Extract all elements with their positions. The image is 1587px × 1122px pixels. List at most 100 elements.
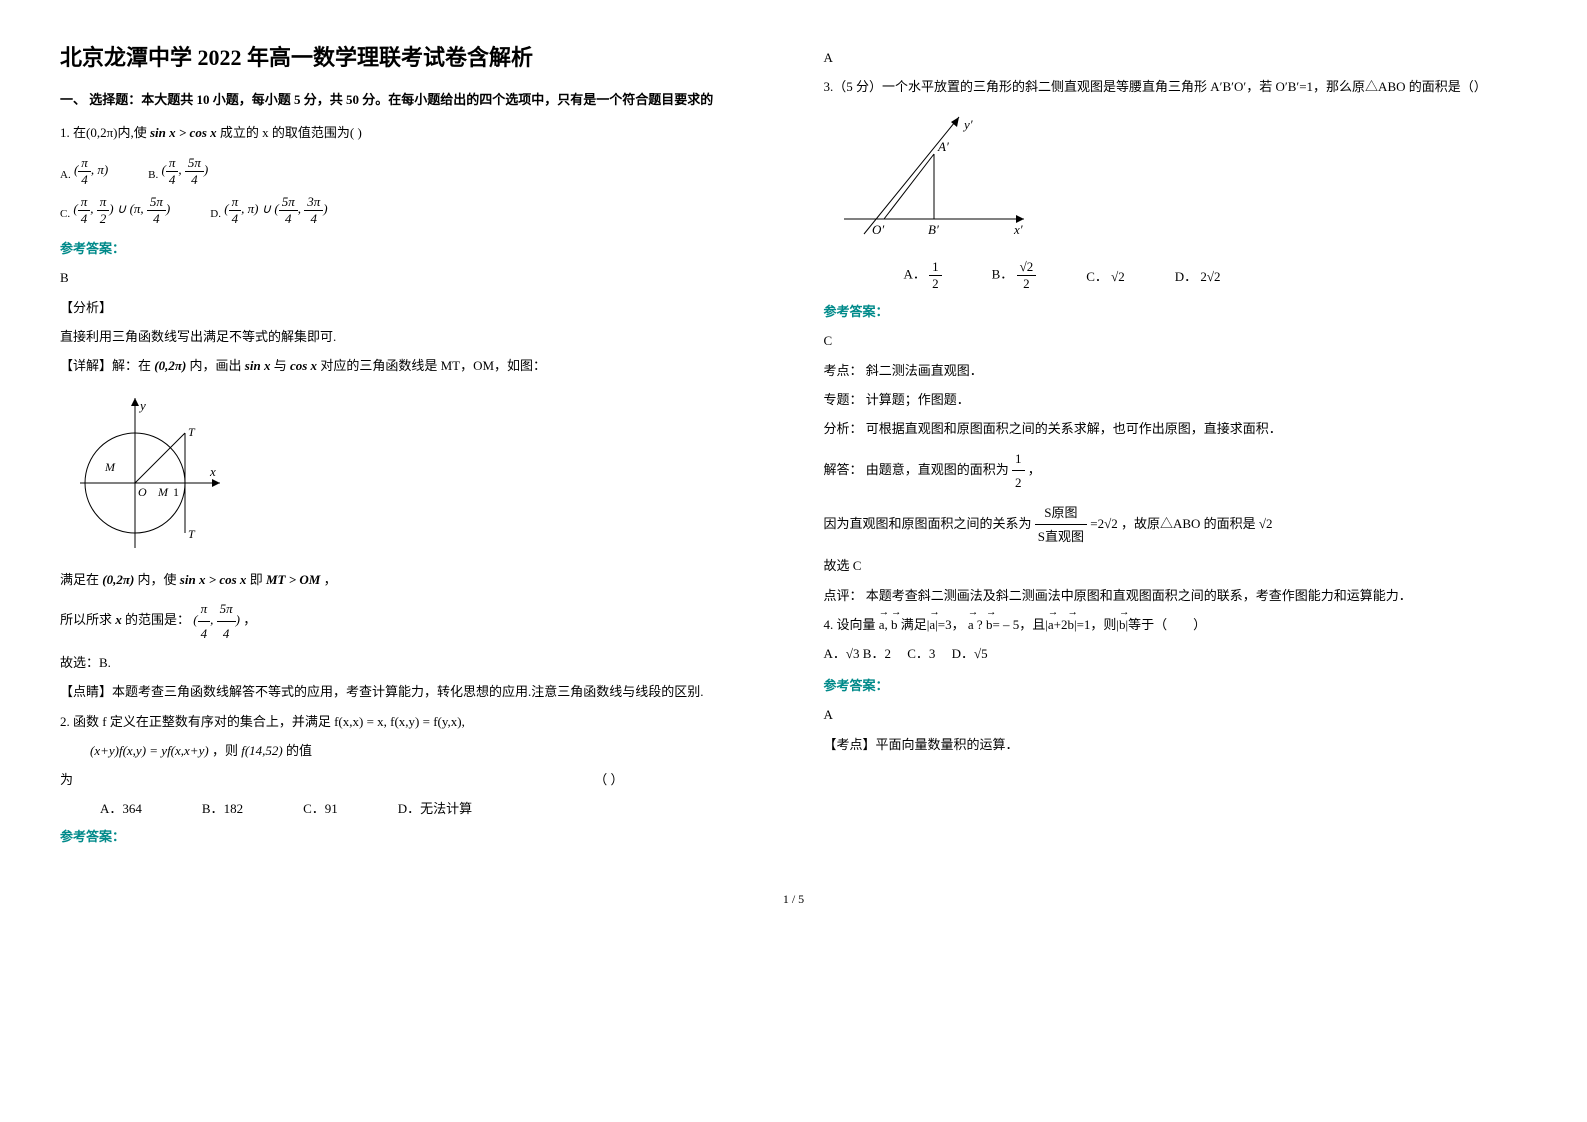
q1-optD: D. (π4, π) ∪ (5π4, 3π4) xyxy=(210,194,327,227)
t: 所以所求 xyxy=(60,612,112,627)
t: √2 xyxy=(1111,269,1125,284)
t: 2. 函数 f 定义在正整数有序对的集合上，并满足 f(x,x) = x, f(… xyxy=(60,714,465,729)
t: 【考点】 xyxy=(824,737,876,752)
t: B． xyxy=(992,266,1014,281)
t: MT > OM xyxy=(266,572,320,587)
t: 分析： xyxy=(824,421,863,436)
t: 点评： xyxy=(824,588,863,603)
q4-kaodian: 【考点】平面向量数量积的运算． xyxy=(824,733,1528,756)
t: sin x > cos x xyxy=(180,572,247,587)
q3-optA: A． 12 xyxy=(904,259,942,292)
svg-text:T: T xyxy=(188,527,196,541)
q1-comment: 【点睛】本题考查三角函数线解答不等式的应用，考查计算能力，转化思想的应用.注意三… xyxy=(60,680,764,703)
q4-answer: A xyxy=(824,703,1528,726)
q1-optA: A. (π4, π) xyxy=(60,155,108,188)
q1-optC: C. (π4, π2) ∪ (π, 5π4) xyxy=(60,194,170,227)
right-column: A 3.（5 分）一个水平放置的三角形的斜二侧直观图是等腰直角三角形 A′B′O… xyxy=(824,40,1528,852)
t: |=1，则| xyxy=(1074,617,1119,632)
t: √3 xyxy=(846,646,860,661)
q3-jieda: 解答： 由题意，直观图的面积为 12 ， xyxy=(824,447,1528,495)
svg-text:A′: A′ xyxy=(937,139,949,154)
q3-because: 因为直观图和原图面积之间的关系为 S原图S直观图 =2√2 ，故原△ABO 的面… xyxy=(824,501,1528,549)
t: f(14,52) xyxy=(241,743,283,758)
t: 对应的三角函数线是 MT，OM，如图： xyxy=(320,358,546,373)
q1-detail: 【详解】解：在 (0,2π) 内，画出 sin x 与 cos x 对应的三角函… xyxy=(60,354,764,377)
t: 本题考查斜二测画法及斜二测画法中原图和直观图面积之间的联系，考查作图能力和运算能… xyxy=(866,588,1412,603)
q1-analysis: 直接利用三角函数线写出满足不等式的解集即可. xyxy=(60,325,764,348)
detail-label: 【详解】解：在 xyxy=(60,358,151,373)
t: 2 xyxy=(884,646,891,661)
svg-text:O′: O′ xyxy=(872,222,884,237)
q1-expr: sin x > cos x xyxy=(150,125,217,140)
q3-zhuanti: 专题： 计算题；作图题． xyxy=(824,388,1528,411)
left-column: 北京龙潭中学 2022 年高一数学理联考试卷含解析 一、 选择题：本大题共 10… xyxy=(60,40,764,852)
svg-text:y: y xyxy=(138,398,146,413)
t: 3 xyxy=(929,646,936,661)
t: ，则 xyxy=(212,743,238,758)
q3-kaodian: 考点： 斜二测法画直观图． xyxy=(824,359,1528,382)
t: A． xyxy=(824,646,846,661)
svg-text:x′: x′ xyxy=(1013,222,1023,237)
q1-conclude: 故选：B. xyxy=(60,651,764,674)
t: 由题意，直观图的面积为 xyxy=(866,462,1009,477)
t: 内，画出 xyxy=(190,358,242,373)
t: √2 xyxy=(1259,515,1273,530)
q2-optC: C．91 xyxy=(303,798,338,817)
opt-label: A. xyxy=(60,169,71,181)
t: 计算题；作图题． xyxy=(866,392,970,407)
t: 的值 xyxy=(286,743,312,758)
q2-optD: D．无法计算 xyxy=(398,798,472,817)
answer-label: 参考答案： xyxy=(60,825,764,848)
t: 与 xyxy=(274,358,287,373)
t: 为 xyxy=(60,768,73,791)
answer-label: 参考答案： xyxy=(824,674,1528,697)
q3-optC: C． √2 xyxy=(1086,266,1125,285)
q2-wei-line: 为 （ ） xyxy=(60,768,764,791)
q3-answer: C xyxy=(824,329,1528,352)
page-number: 1 / 5 xyxy=(60,892,1527,907)
svg-text:M: M xyxy=(157,485,169,499)
q2-optB: B．182 xyxy=(202,798,243,817)
t: A． xyxy=(904,266,926,281)
t: 的范围是： xyxy=(125,612,190,627)
q3-optD: D． 2√2 xyxy=(1175,266,1221,285)
t: =2√2 xyxy=(1090,515,1117,530)
t: 4. 设向量 xyxy=(824,617,876,632)
t: （ ） xyxy=(594,768,623,791)
q1-optB: B. (π4, 5π4) xyxy=(148,155,208,188)
t: 因为直观图和原图面积之间的关系为 xyxy=(824,515,1032,530)
t: B． xyxy=(863,646,885,661)
t: D． xyxy=(939,646,974,661)
q4-stem: 4. 设向量 a, b 满足|a|=3， a ? b= – 5，且|a+2b|=… xyxy=(824,613,1528,636)
q2-answer: A xyxy=(824,46,1528,69)
t: 平面向量数量积的运算． xyxy=(876,737,1019,752)
svg-text:O: O xyxy=(138,485,147,499)
t: |等于（ ） xyxy=(1126,617,1207,632)
svg-text:T: T xyxy=(188,425,196,439)
t: ， xyxy=(1028,462,1041,477)
opt-label: D. xyxy=(210,208,221,220)
q1-analysis-label: 【分析】 xyxy=(60,296,764,319)
q2-stem: 2. 函数 f 定义在正整数有序对的集合上，并满足 f(x,x) = x, f(… xyxy=(60,710,764,733)
t: 满足| xyxy=(901,617,930,632)
q2-optA: A．364 xyxy=(100,798,142,817)
t: √5 xyxy=(974,646,988,661)
opt-label: C. xyxy=(60,208,70,220)
q1-stem-post: 成立的 x 的取值范围为( ) xyxy=(220,125,362,140)
q4-options: A．√3 B．2 C．3 D．√5 xyxy=(824,642,1528,665)
t: C． xyxy=(894,646,929,661)
opt-label: B. xyxy=(148,169,158,181)
t: 2√2 xyxy=(1200,269,1220,284)
svg-text:M: M xyxy=(104,460,116,474)
q3-conclude: 故选 C xyxy=(824,554,1528,577)
t: 即 xyxy=(250,572,263,587)
t: 考点： xyxy=(824,363,863,378)
unit-circle-diagram: y x O M T T M 1 xyxy=(60,388,764,558)
t: 内，使 xyxy=(138,572,177,587)
q2-line2: (x+y)f(x,y) = yf(x,x+y) ，则 f(14,52) 的值 xyxy=(60,739,764,762)
t: ， xyxy=(324,572,337,587)
t: 斜二测法画直观图． xyxy=(866,363,983,378)
t: 专题： xyxy=(824,392,863,407)
answer-label: 参考答案： xyxy=(824,300,1528,323)
t: 满足在 xyxy=(60,572,99,587)
